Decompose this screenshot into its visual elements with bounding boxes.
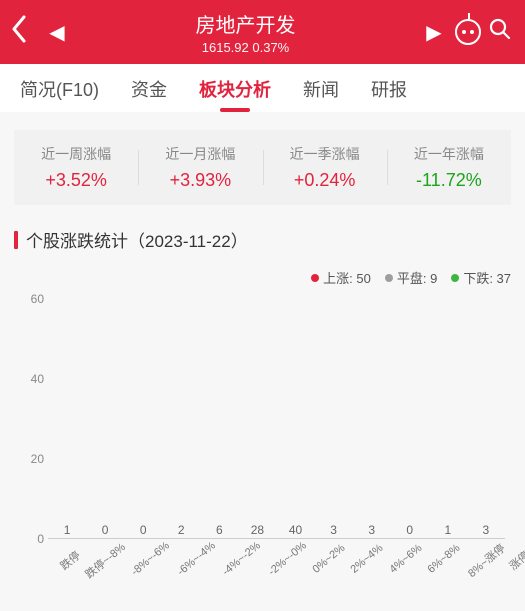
period-label: 近一周涨幅	[14, 144, 138, 164]
tab-2[interactable]: 板块分析	[183, 76, 287, 112]
bar-5: 28	[238, 523, 276, 539]
index-change: 0.37%	[252, 40, 289, 55]
y-tick: 40	[18, 372, 44, 386]
period-label: 近一季涨幅	[263, 144, 387, 164]
search-button[interactable]	[485, 18, 515, 47]
index-value: 1615.92	[202, 40, 249, 55]
bar-2: 0	[124, 523, 162, 539]
header-title-block[interactable]: 房地产开发 1615.92 0.37%	[74, 9, 417, 55]
bar-value-label: 1	[64, 523, 71, 537]
bar-11: 3	[467, 523, 505, 539]
period-value: +3.52%	[14, 170, 138, 191]
bar-value-label: 2	[178, 523, 185, 537]
tab-0[interactable]: 简况(F10)	[4, 76, 115, 112]
period-cell-3[interactable]: 近一年涨幅 -11.72%	[387, 144, 511, 191]
bar-value-label: 0	[140, 523, 147, 537]
next-stock-button[interactable]: ▶	[417, 20, 451, 45]
updown-bar-chart: 10026284033013 0204060 跌停跌停~-8%-8%~-6%-6…	[14, 295, 511, 595]
bar-0: 1	[48, 523, 86, 539]
bar-value-label: 6	[216, 523, 223, 537]
period-value: +0.24%	[263, 170, 387, 191]
legend-item-1: 平盘: 9	[385, 268, 437, 287]
period-value: -11.72%	[387, 170, 511, 191]
chart-legend: 上涨: 50 平盘: 9 下跌: 37	[14, 268, 511, 287]
period-label: 近一月涨幅	[138, 144, 262, 164]
period-returns-panel: 近一周涨幅 +3.52%近一月涨幅 +3.93%近一季涨幅 +0.24%近一年涨幅 -1…	[14, 130, 511, 205]
legend-item-2: 下跌: 37	[451, 268, 511, 287]
tab-3[interactable]: 新闻	[287, 76, 355, 112]
period-label: 近一年涨幅	[387, 144, 511, 164]
bar-value-label: 3	[330, 523, 337, 537]
section-title-text: 个股涨跌统计（2023-11-22）	[26, 227, 248, 252]
tab-1[interactable]: 资金	[115, 76, 183, 112]
bar-1: 0	[86, 523, 124, 539]
y-tick: 60	[18, 292, 44, 306]
sector-index: 1615.92 0.37%	[74, 40, 417, 55]
sector-name: 房地产开发	[74, 9, 417, 38]
tab-4[interactable]: 研报	[355, 76, 423, 112]
period-cell-0[interactable]: 近一周涨幅 +3.52%	[14, 144, 138, 191]
period-value: +3.93%	[138, 170, 262, 191]
bar-value-label: 0	[406, 523, 413, 537]
bar-value-label: 40	[289, 523, 302, 537]
bar-8: 3	[353, 523, 391, 539]
prev-stock-button[interactable]: ◀	[40, 20, 74, 45]
assistant-button[interactable]	[451, 19, 485, 45]
legend-label: 下跌: 37	[463, 268, 511, 287]
legend-label: 上涨: 50	[323, 268, 371, 287]
section-tabs: 简况(F10)资金板块分析新闻研报	[0, 64, 525, 112]
period-cell-2[interactable]: 近一季涨幅 +0.24%	[263, 144, 387, 191]
legend-item-0: 上涨: 50	[311, 268, 371, 287]
y-tick: 20	[18, 452, 44, 466]
section-title: 个股涨跌统计（2023-11-22）	[14, 227, 511, 252]
legend-dot-icon	[451, 274, 459, 282]
bar-6: 40	[276, 523, 314, 539]
bar-9: 0	[391, 523, 429, 539]
bar-value-label: 1	[444, 523, 451, 537]
bar-4: 6	[200, 523, 238, 539]
bar-value-label: 3	[368, 523, 375, 537]
x-label-10: 8%~涨停	[464, 540, 525, 610]
bar-value-label: 0	[102, 523, 109, 537]
period-cell-1[interactable]: 近一月涨幅 +3.93%	[138, 144, 262, 191]
app-header: ◀ 房地产开发 1615.92 0.37% ▶	[0, 0, 525, 64]
legend-label: 平盘: 9	[397, 268, 437, 287]
bar-10: 1	[429, 523, 467, 539]
bar-value-label: 3	[483, 523, 490, 537]
bar-7: 3	[315, 523, 353, 539]
legend-dot-icon	[311, 274, 319, 282]
y-tick: 0	[18, 532, 44, 546]
legend-dot-icon	[385, 274, 393, 282]
back-button[interactable]	[10, 15, 40, 50]
bar-3: 2	[162, 523, 200, 539]
bar-value-label: 28	[251, 523, 264, 537]
